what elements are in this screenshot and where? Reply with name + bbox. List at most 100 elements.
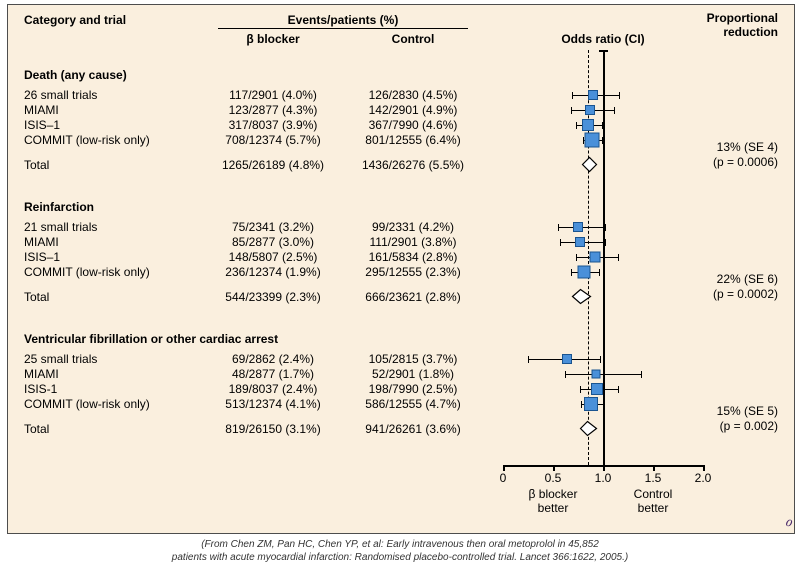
trial-label: 25 small trials <box>24 352 97 366</box>
ci-tick <box>618 254 619 261</box>
total-label: Total <box>24 158 49 172</box>
forest-plot: Category and trial Events/patients (%) P… <box>7 4 795 534</box>
trial-label: MIAMI <box>24 103 59 117</box>
control-value: 295/12555 (2.3%) <box>343 265 483 279</box>
trial-label: 21 small trials <box>24 220 97 234</box>
ci-tick <box>614 107 615 114</box>
ci-tick <box>558 224 559 231</box>
point-estimate <box>585 133 600 148</box>
control-value: 99/2331 (4.2%) <box>343 220 483 234</box>
section-title: Ventricular fibrillation or other cardia… <box>24 332 278 346</box>
ci-tick <box>618 386 619 393</box>
ci-tick <box>580 386 581 393</box>
trial-label: COMMIT (low-risk only) <box>24 133 150 147</box>
trial-label: MIAMI <box>24 235 59 249</box>
figure-wrap: Category and trial Events/patients (%) P… <box>0 4 800 564</box>
bblocker-value: 236/12374 (1.9%) <box>203 265 343 279</box>
control-value: 367/7990 (4.6%) <box>343 118 483 132</box>
x-tick-label: 2.0 <box>695 471 712 485</box>
bblocker-value: 48/2877 (1.7%) <box>203 367 343 381</box>
trial-label: COMMIT (low-risk only) <box>24 397 150 411</box>
trial-label: MIAMI <box>24 367 59 381</box>
control-value: 161/5834 (2.8%) <box>343 250 483 264</box>
total-control: 666/23621 (2.8%) <box>343 290 483 304</box>
trial-label: ISIS–1 <box>24 250 60 264</box>
trial-label: COMMIT (low-risk only) <box>24 265 150 279</box>
x-tick-label: 0.5 <box>545 471 562 485</box>
point-estimate <box>562 354 572 364</box>
ci-tick <box>619 92 620 99</box>
ci-tick <box>576 122 577 129</box>
trial-label: ISIS–1 <box>24 118 60 132</box>
x-tick-label: 0 <box>500 471 507 485</box>
trial-label: 26 small trials <box>24 88 97 102</box>
header-bblocker: β blocker <box>203 32 343 46</box>
control-value: 105/2815 (3.7%) <box>343 352 483 366</box>
ci-tick <box>602 122 603 129</box>
point-estimate <box>591 383 603 395</box>
bblocker-value: 513/12374 (4.1%) <box>203 397 343 411</box>
header-events: Events/patients (%) <box>233 13 453 27</box>
total-bblocker: 1265/26189 (4.8%) <box>203 158 343 172</box>
axis-right-label: Controlbetter <box>608 487 698 515</box>
bblocker-value: 85/2877 (3.0%) <box>203 235 343 249</box>
ci-tick <box>599 269 600 276</box>
bblocker-value: 117/2901 (4.0%) <box>203 88 343 102</box>
proportional-reduction: 15% (SE 5)(p = 0.002) <box>717 404 778 434</box>
bblocker-value: 123/2877 (4.3%) <box>203 103 343 117</box>
bblocker-value: 708/12374 (5.7%) <box>203 133 343 147</box>
ci-tick <box>600 356 601 363</box>
header-underline <box>218 28 468 29</box>
point-estimate <box>582 119 594 131</box>
section-title: Death (any cause) <box>24 68 127 82</box>
total-bblocker: 544/23399 (2.3%) <box>203 290 343 304</box>
ci-tick <box>603 401 604 408</box>
point-estimate <box>578 266 591 279</box>
total-control: 941/26261 (3.6%) <box>343 422 483 436</box>
section-title: Reinfarction <box>24 200 94 214</box>
bblocker-value: 75/2341 (3.2%) <box>203 220 343 234</box>
header-category: Category and trial <box>24 13 126 27</box>
ci-tick <box>581 401 582 408</box>
bblocker-value: 69/2862 (2.4%) <box>203 352 343 366</box>
control-value: 142/2901 (4.9%) <box>343 103 483 117</box>
total-diamond <box>590 165 591 166</box>
point-estimate <box>588 90 598 100</box>
point-estimate <box>584 397 598 411</box>
bblocker-value: 317/8037 (3.9%) <box>203 118 343 132</box>
total-label: Total <box>24 422 49 436</box>
publisher-logo: ℴ <box>785 511 792 531</box>
point-estimate <box>585 105 595 115</box>
bblocker-value: 148/5807 (2.5%) <box>203 250 343 264</box>
ci-tick <box>641 371 642 378</box>
header-control: Control <box>343 32 483 46</box>
point-estimate <box>575 237 585 247</box>
point-estimate <box>592 370 601 379</box>
total-diamond <box>588 429 589 430</box>
ci-tick <box>571 269 572 276</box>
total-diamond <box>581 297 582 298</box>
ci-tick <box>605 224 606 231</box>
control-value: 111/2901 (3.8%) <box>343 235 483 249</box>
ci-tick <box>571 107 572 114</box>
x-tick-label: 1.5 <box>645 471 662 485</box>
control-value: 801/12555 (6.4%) <box>343 133 483 147</box>
ci-tick <box>565 371 566 378</box>
header-reduction: Proportionalreduction <box>707 11 778 40</box>
control-value: 52/2901 (1.8%) <box>343 367 483 381</box>
total-label: Total <box>24 290 49 304</box>
null-line-cap <box>599 50 608 52</box>
control-value: 126/2830 (4.5%) <box>343 88 483 102</box>
ci-tick <box>560 239 561 246</box>
control-value: 586/12555 (4.7%) <box>343 397 483 411</box>
ci-tick <box>576 254 577 261</box>
x-tick-label: 1.0 <box>595 471 612 485</box>
control-value: 198/7990 (2.5%) <box>343 382 483 396</box>
proportional-reduction: 22% (SE 6)(p = 0.0002) <box>713 272 778 302</box>
trial-label: ISIS-1 <box>24 382 57 396</box>
total-bblocker: 819/26150 (3.1%) <box>203 422 343 436</box>
ci-tick <box>605 239 606 246</box>
figure-caption: (From Chen ZM, Pan HC, Chen YP, et al: E… <box>7 538 793 564</box>
proportional-reduction: 13% (SE 4)(p = 0.0006) <box>713 140 778 170</box>
ci-tick <box>602 137 603 144</box>
